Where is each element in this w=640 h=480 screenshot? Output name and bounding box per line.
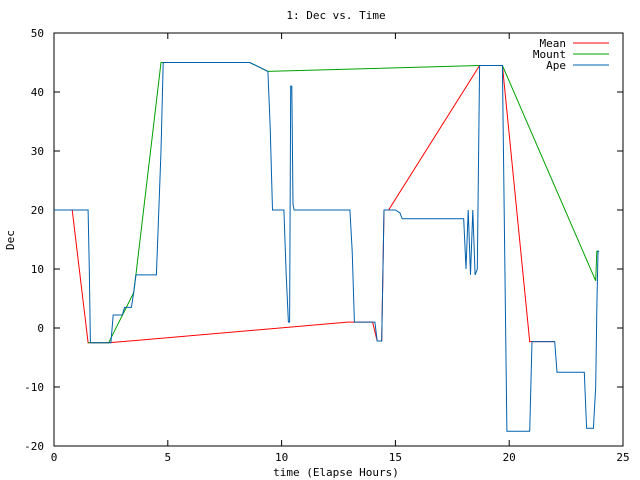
y-tick-label: 30 bbox=[31, 145, 44, 158]
legend-label-mean: Mean bbox=[540, 37, 567, 50]
legend-label-mount: Mount bbox=[533, 48, 566, 61]
y-tick-label: 50 bbox=[31, 27, 44, 40]
y-tick-label: -20 bbox=[24, 440, 44, 453]
y-axis-label: Dec bbox=[4, 230, 17, 250]
x-tick-label: 0 bbox=[51, 451, 58, 464]
x-tick-label: 5 bbox=[164, 451, 171, 464]
axis-ticks: 0 5 10 15 20 25 -20 -10 0 10 20 30 40 50 bbox=[24, 27, 630, 464]
series-line-ape bbox=[54, 62, 600, 432]
chart-title: 1: Dec vs. Time bbox=[286, 9, 385, 22]
legend-label-ape: Ape bbox=[546, 59, 566, 72]
x-tick-label: 10 bbox=[275, 451, 288, 464]
x-tick-label: 15 bbox=[389, 451, 402, 464]
y-tick-label: -10 bbox=[24, 381, 44, 394]
y-tick-label: 10 bbox=[31, 263, 44, 276]
plot-frame bbox=[53, 32, 624, 447]
y-tick-label: 20 bbox=[31, 204, 44, 217]
x-tick-label: 20 bbox=[503, 451, 516, 464]
series-group bbox=[54, 62, 600, 432]
series-line-mount bbox=[88, 62, 600, 344]
y-tick-label: 40 bbox=[31, 86, 44, 99]
x-tick-label: 25 bbox=[616, 451, 629, 464]
y-tick-label: 0 bbox=[37, 322, 44, 335]
x-axis-label: time (Elapse Hours) bbox=[273, 466, 399, 479]
